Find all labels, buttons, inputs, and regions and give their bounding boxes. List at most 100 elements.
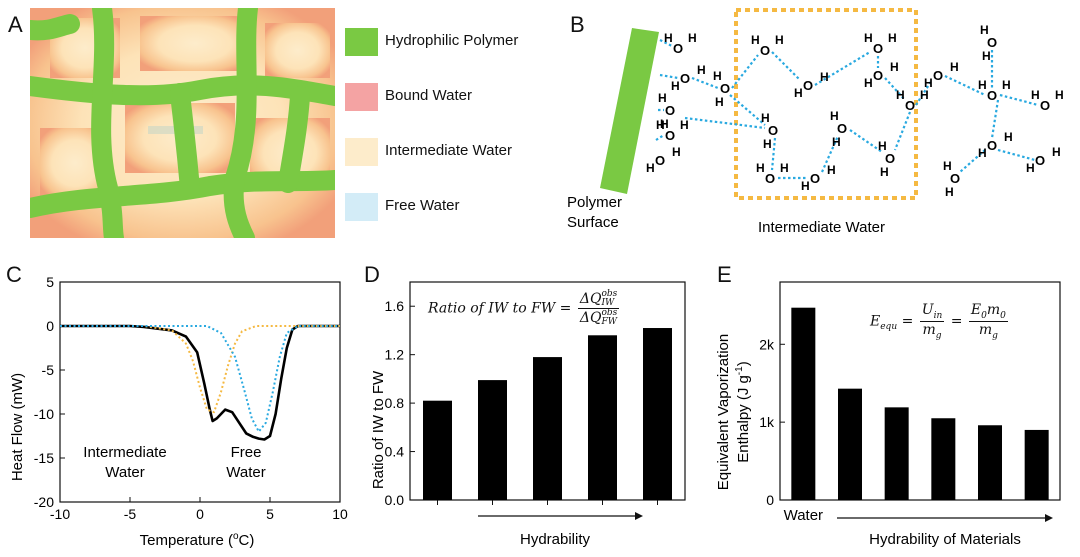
x-tick-label: -10 xyxy=(50,506,70,522)
hydrogen-bond xyxy=(997,148,1036,162)
hydrogen-bond xyxy=(893,111,912,151)
oxygen-atom: O xyxy=(810,171,820,186)
y-tick-label: 1.6 xyxy=(385,298,405,314)
hydrogen-bond xyxy=(655,134,665,141)
annotation-free-line2: Water xyxy=(226,464,265,481)
hydrogen-atom: H xyxy=(751,33,760,47)
formula-e-lhs-sub: equ xyxy=(880,322,898,333)
panel-d-label: D xyxy=(364,262,380,287)
bar xyxy=(533,357,562,500)
hydrogen-bond xyxy=(684,116,766,130)
arrow-head xyxy=(635,512,643,520)
water-molecule: OHH xyxy=(658,91,675,131)
legend-item-intermediate-water: Intermediate Water xyxy=(345,138,585,178)
hydrogen-atom: H xyxy=(664,31,673,45)
hydrogen-atom: H xyxy=(896,88,905,102)
bar xyxy=(478,380,507,500)
bar xyxy=(931,418,956,500)
hydrogen-atom: H xyxy=(656,118,665,132)
y-tick-label: 1k xyxy=(759,414,775,430)
hydrogen-bond xyxy=(944,75,986,96)
legend-swatch xyxy=(345,83,378,111)
legend-label: Intermediate Water xyxy=(385,142,512,159)
bar xyxy=(1024,429,1049,500)
legend-label: Free Water xyxy=(385,197,460,214)
formula-sup: obs xyxy=(601,289,618,299)
hydrogen-atom: H xyxy=(924,76,933,90)
oxygen-atom: O xyxy=(760,43,770,58)
oxygen-atom: O xyxy=(803,78,813,93)
oxygen-atom: O xyxy=(873,41,883,56)
chart-c-xlabel: Temperature (oC) xyxy=(140,531,255,549)
hydrogen-atom: H xyxy=(943,159,952,173)
oxygen-atom: O xyxy=(987,138,997,153)
hydrogen-atom: H xyxy=(832,135,841,149)
legend-label: Bound Water xyxy=(385,87,472,104)
water-molecule: OHH xyxy=(761,111,778,151)
oxygen-atom: O xyxy=(765,171,775,186)
hydrogen-atom: H xyxy=(658,91,667,105)
hydrogen-atom: H xyxy=(761,111,770,125)
hydrogen-atom: H xyxy=(950,60,959,74)
water-molecule: OHH xyxy=(671,63,706,93)
hydrogen-atom: H xyxy=(980,23,989,37)
formula-e-frac2: E0m0 mg xyxy=(968,302,1008,341)
oxygen-atom: O xyxy=(768,123,778,138)
enthalpy-formula: Eequ = Uin mg = E0m0 mg xyxy=(870,302,1008,341)
panel-a-label: A xyxy=(8,12,23,37)
hydrogen-bond xyxy=(659,73,679,80)
oxygen-atom: O xyxy=(1035,153,1045,168)
legend-swatch xyxy=(345,193,378,221)
legend-swatch xyxy=(345,138,378,166)
oxygen-atom: O xyxy=(905,98,915,113)
oxygen-atom: O xyxy=(885,151,895,166)
hydrogen-bonds xyxy=(655,39,1039,180)
hydrogen-bond xyxy=(770,137,777,171)
hydrogen-atom: H xyxy=(978,146,987,160)
hydrogen-atom: H xyxy=(978,78,987,92)
panel-c-label: C xyxy=(6,262,22,287)
hydrogen-bond xyxy=(990,99,1000,139)
hydrogen-atom: H xyxy=(888,31,897,45)
hydrogen-atom: H xyxy=(945,185,954,199)
y-tick-label: 0.4 xyxy=(385,444,405,460)
hydrogen-atom: H xyxy=(920,88,929,102)
polymer-label-line2: Surface xyxy=(567,214,619,231)
y-tick-label: -5 xyxy=(42,362,55,378)
hydrogen-atom: H xyxy=(864,76,873,90)
formula-lhs: Ratio of IW to FW = xyxy=(428,300,572,317)
formula-fraction: ΔQ obs IW ΔQ obs FW xyxy=(577,289,620,327)
y-tick-label: 5 xyxy=(46,274,54,290)
annotation-free-line1: Free xyxy=(231,444,262,461)
legend-label: Hydrophilic Polymer xyxy=(385,32,519,49)
polymer-surface-bar xyxy=(600,28,659,194)
x-tick-label: 0 xyxy=(196,506,204,522)
oxygen-atom: O xyxy=(987,88,997,103)
hydrogen-atom: H xyxy=(756,161,765,175)
chart-d-xlabel: Hydrability xyxy=(520,531,591,548)
bar xyxy=(791,307,816,500)
oxygen-atom: O xyxy=(655,153,665,168)
y-tick-label: 1.2 xyxy=(385,347,405,363)
hydrogen-atom: H xyxy=(660,117,669,131)
oxygen-atom: O xyxy=(873,68,883,83)
hydrogen-atom: H xyxy=(697,63,706,77)
hydrogen-atom: H xyxy=(715,95,724,109)
hydrogen-bond xyxy=(771,51,801,81)
water-molecule: OHH xyxy=(801,163,836,193)
water-molecule: OH H xyxy=(896,88,929,113)
bar xyxy=(423,400,452,500)
legend-item-bound-water: Bound Water xyxy=(345,83,585,123)
hydrogen-bond xyxy=(999,93,1039,107)
water-molecule: OHH xyxy=(830,109,847,149)
annotation-intermediate-line1: Intermediate xyxy=(83,444,166,461)
bar xyxy=(978,425,1002,500)
oxygen-atom: O xyxy=(987,35,997,50)
hydrogen-bond xyxy=(814,51,871,86)
oxygen-atom: O xyxy=(1040,98,1050,113)
